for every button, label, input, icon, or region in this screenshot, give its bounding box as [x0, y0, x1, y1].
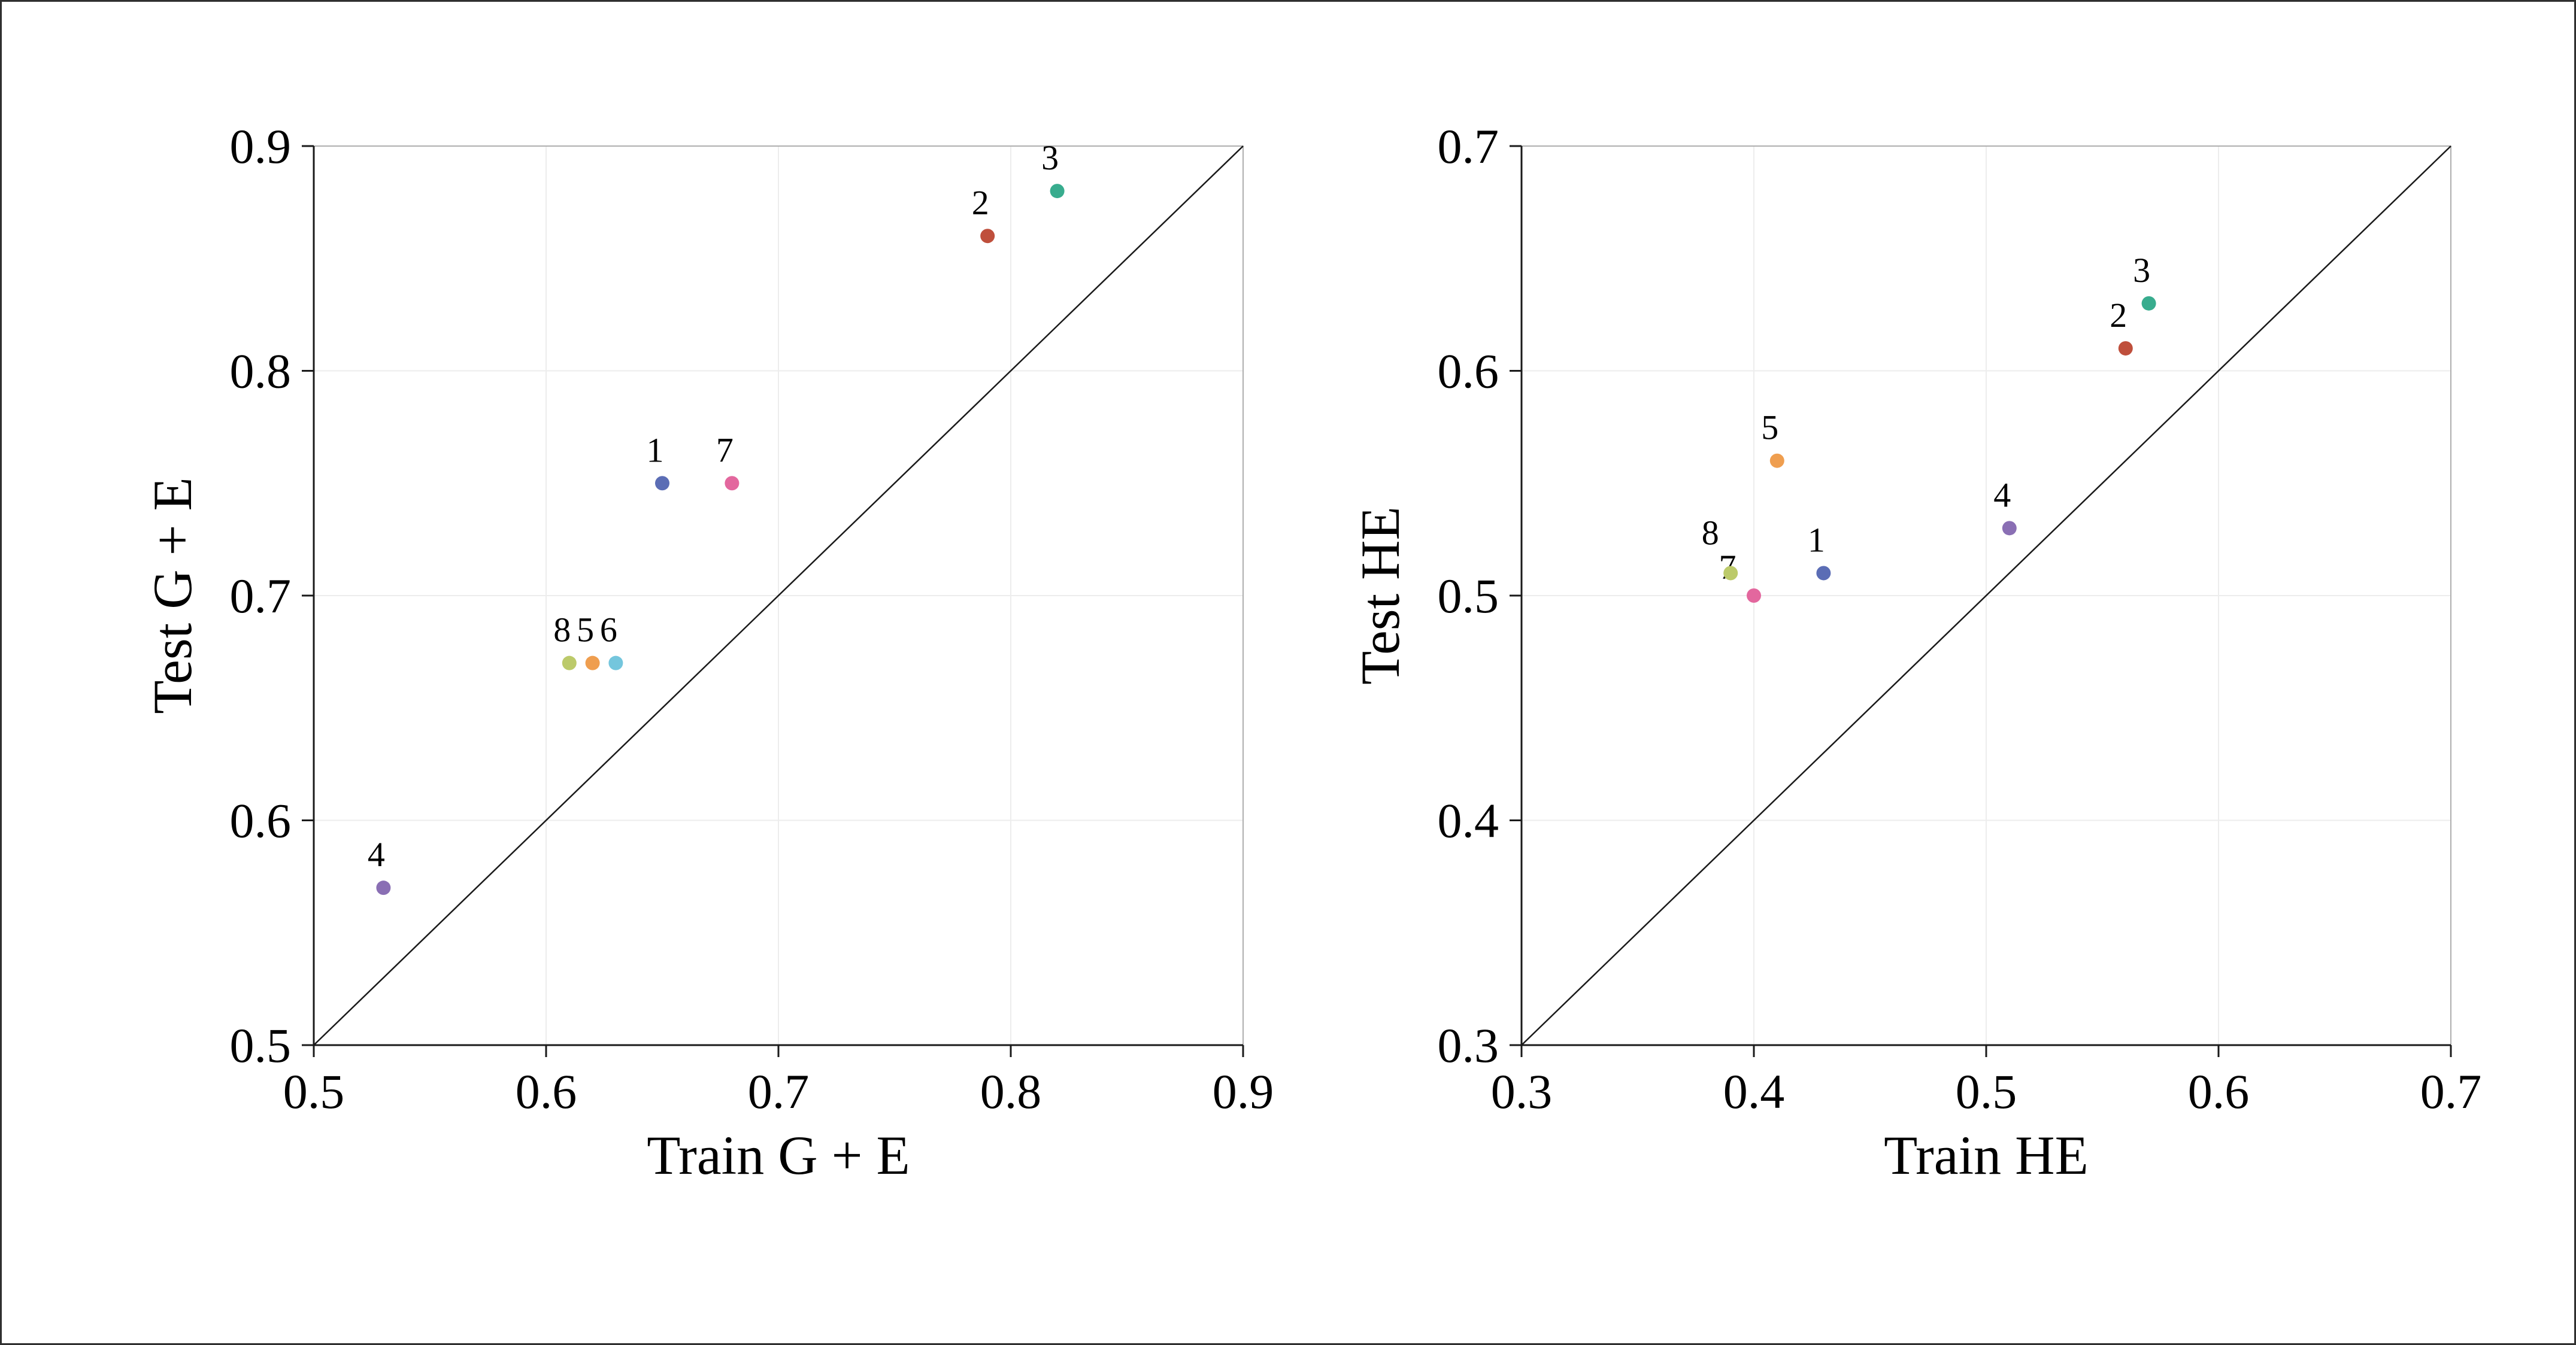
scatter-plot-ge: 0.5 0.6 0.7 0.8 0.9 0.5 0.6 0.7 0.8 0.9 1 2 3 4 5 6 7 8 Tr…	[142, 119, 1274, 1186]
x-tick-label: 0.3	[1491, 1064, 1553, 1119]
point-label-2: 2	[972, 183, 989, 222]
scatter-figure-train-test-he: 0.30.40.50.60.70.30.40.50.60.71234578Tra…	[1210, 62, 2498, 1268]
x-axis-label: Train G + E	[647, 1125, 910, 1186]
x-tick-label: 0.6	[2188, 1064, 2250, 1119]
data-point-8	[562, 655, 577, 670]
y-tick-label: 0.5	[230, 1018, 292, 1073]
point-label-1: 1	[647, 430, 664, 469]
data-point-4	[2002, 521, 2017, 536]
point-label-4: 4	[1993, 475, 2011, 514]
x-tick-label: 0.8	[980, 1064, 1042, 1119]
point-label-4: 4	[368, 835, 385, 874]
y-tick-label: 0.3	[1438, 1018, 1499, 1073]
y-tick-label: 0.9	[230, 119, 292, 174]
data-point-5	[1769, 453, 1784, 468]
data-point-7	[725, 476, 740, 491]
y-tick-label: 0.6	[1438, 344, 1499, 399]
point-label-6: 6	[600, 611, 617, 649]
data-point-7	[1747, 588, 1761, 603]
y-tick-label: 0.6	[230, 794, 292, 848]
identity-line	[313, 145, 1244, 1046]
x-axis-label: Train HE	[1884, 1125, 2089, 1186]
x-tick-label: 0.5	[283, 1064, 345, 1119]
y-axis-label: Test G + E	[142, 477, 203, 714]
y-tick-label: 0.7	[1438, 119, 1499, 174]
data-point-4	[376, 881, 391, 895]
y-tick-label: 0.8	[230, 344, 292, 399]
x-tick-label: 0.7	[748, 1064, 810, 1119]
y-axis-label: Test HE	[1350, 506, 1411, 685]
point-label-3: 3	[1041, 138, 1059, 177]
point-label-5: 5	[577, 611, 594, 649]
point-label-8: 8	[1702, 513, 1719, 552]
x-tick-label: 0.9	[1213, 1064, 1274, 1119]
data-point-1	[1816, 566, 1831, 581]
point-label-3: 3	[2133, 251, 2150, 290]
data-point-2	[2118, 341, 2133, 356]
data-point-3	[2141, 296, 2156, 311]
point-label-5: 5	[1761, 408, 1778, 447]
identity-line	[1521, 145, 2451, 1046]
scatter-figure-train-test-ge: 0.5 0.6 0.7 0.8 0.9 0.5 0.6 0.7 0.8 0.9 1 2 3 4 5 6 7 8 Tr…	[2, 62, 1290, 1268]
point-label-2: 2	[2110, 296, 2127, 335]
y-tick-label: 0.5	[1438, 569, 1499, 623]
data-point-1	[655, 476, 669, 491]
data-point-8	[1723, 566, 1738, 581]
x-tick-label: 0.7	[2420, 1064, 2482, 1119]
data-point-6	[608, 655, 623, 670]
point-label-8: 8	[553, 611, 571, 649]
y-tick-label: 0.7	[230, 569, 292, 623]
x-tick-label: 0.4	[1723, 1064, 1785, 1119]
data-point-2	[980, 229, 995, 244]
point-label-7: 7	[716, 430, 734, 469]
scatter-plot-he: 0.30.40.50.60.70.30.40.50.60.71234578Tra…	[1350, 119, 2482, 1186]
y-tick-label: 0.4	[1438, 794, 1499, 848]
data-point-5	[585, 655, 600, 670]
data-point-3	[1050, 184, 1065, 199]
x-tick-label: 0.5	[1956, 1064, 2017, 1119]
point-label-1: 1	[1808, 520, 1825, 559]
x-tick-label: 0.6	[516, 1064, 577, 1119]
